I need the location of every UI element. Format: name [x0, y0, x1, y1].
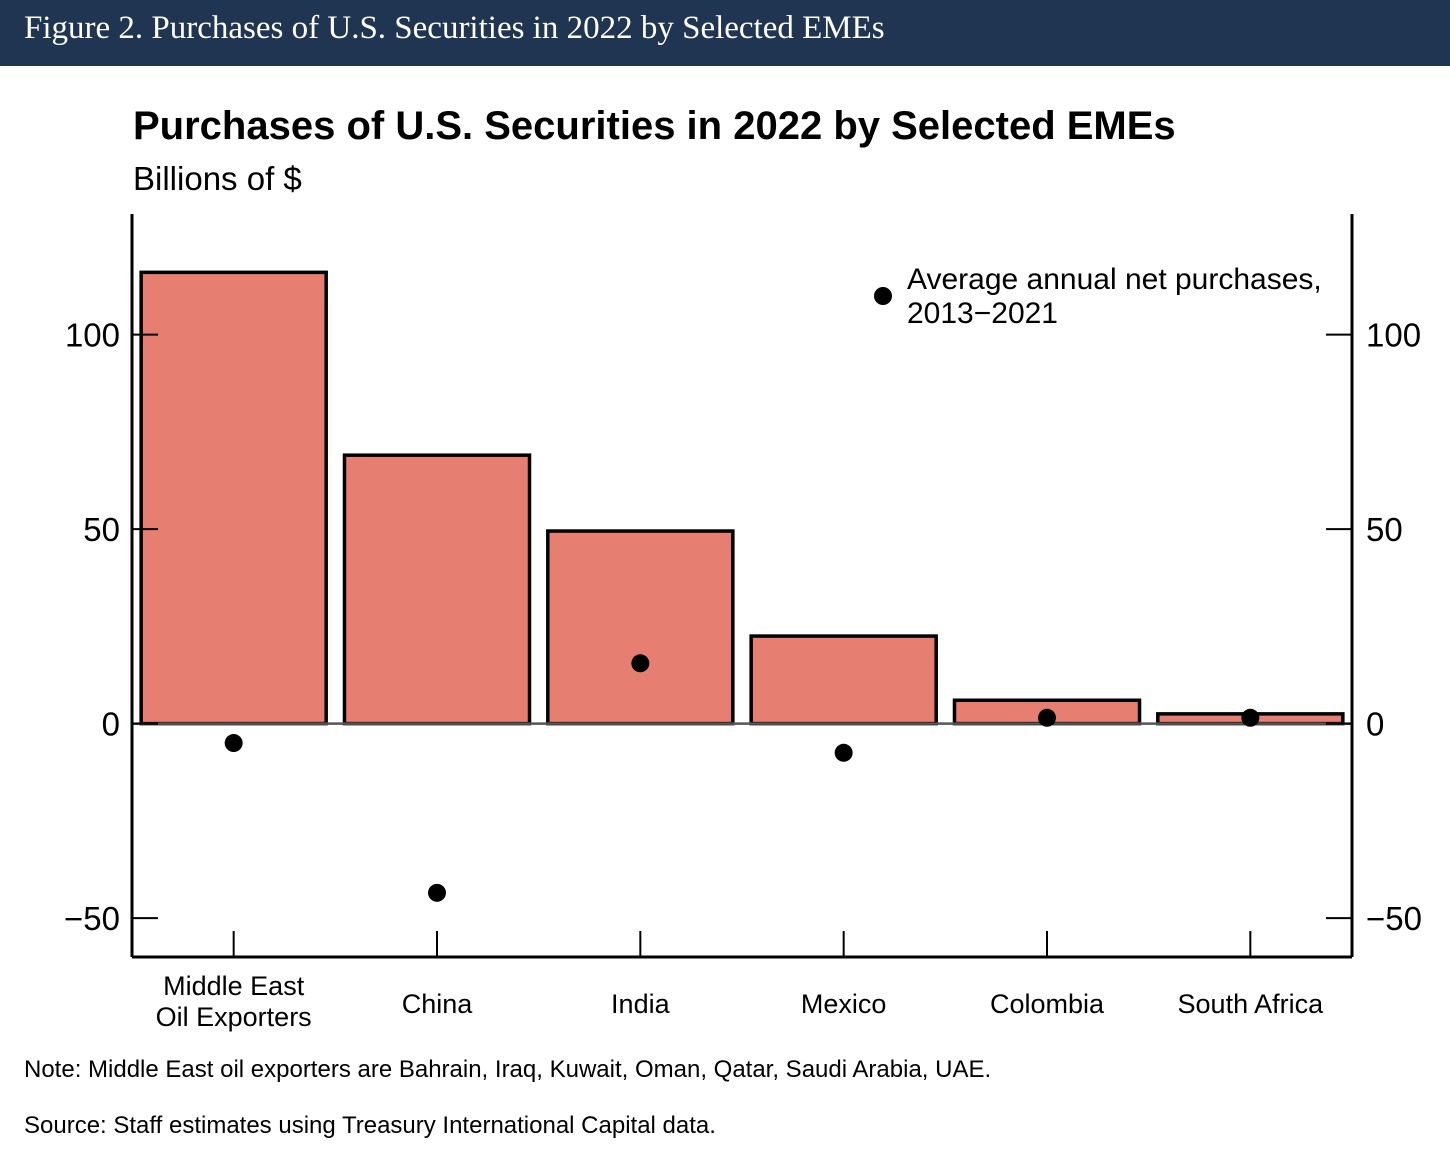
- data-point: [1241, 708, 1260, 727]
- y-tick-label-left: 0: [102, 706, 120, 743]
- data-point: [631, 654, 650, 673]
- y-tick-label-left: −50: [64, 900, 120, 937]
- x-tick-label: India: [611, 989, 671, 1019]
- chart-title: Purchases of U.S. Securities in 2022 by …: [133, 104, 1176, 148]
- data-point: [1038, 708, 1056, 727]
- y-tick-label-right: 0: [1366, 706, 1384, 743]
- y-tick-label-left: 100: [65, 317, 120, 354]
- figure-header: Figure 2. Purchases of U.S. Securities i…: [0, 0, 1450, 66]
- bar: [342, 453, 532, 726]
- chart-source: Source: Staff estimates using Treasury I…: [24, 1112, 716, 1139]
- data-point: [834, 743, 853, 762]
- x-tick-label: China: [402, 989, 474, 1019]
- y-tick-label-right: 50: [1366, 511, 1403, 548]
- chart-subtitle: Billions of $: [133, 160, 302, 197]
- data-point: [428, 883, 446, 902]
- bar: [546, 529, 735, 726]
- bar: [749, 634, 938, 726]
- y-tick-label-left: 50: [83, 511, 120, 548]
- bar: [139, 270, 328, 726]
- data-point: [224, 734, 243, 753]
- x-tick-label: Mexico: [801, 989, 887, 1019]
- y-tick-label-right: −50: [1366, 900, 1422, 937]
- figure-header-title: Figure 2. Purchases of U.S. Securities i…: [24, 10, 885, 46]
- y-tick-label-right: 100: [1366, 317, 1421, 354]
- legend-dot: [874, 287, 892, 305]
- x-tick-label: South Africa: [1178, 989, 1325, 1019]
- x-tick-label: Middle East Oil Exporters: [156, 971, 312, 1032]
- legend-label: Average annual net purchases, 2013−2021: [907, 263, 1322, 330]
- x-tick-label: Colombia: [990, 989, 1105, 1019]
- chart-note: Note: Middle East oil exporters are Bahr…: [24, 1056, 992, 1083]
